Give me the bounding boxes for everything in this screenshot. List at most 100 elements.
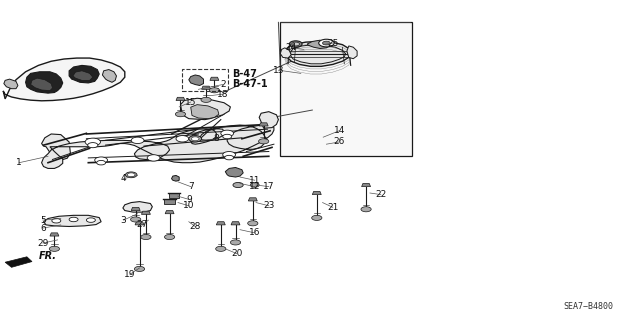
Polygon shape — [42, 134, 70, 160]
Polygon shape — [347, 46, 357, 59]
Circle shape — [221, 130, 234, 137]
Circle shape — [176, 136, 189, 142]
Text: 22: 22 — [375, 190, 387, 199]
Circle shape — [319, 39, 334, 47]
Polygon shape — [216, 222, 225, 225]
Polygon shape — [180, 98, 230, 120]
Text: 28: 28 — [189, 222, 201, 231]
Text: 14: 14 — [333, 126, 345, 135]
Circle shape — [323, 41, 330, 45]
Text: 13: 13 — [273, 66, 284, 75]
Text: 27: 27 — [136, 220, 148, 229]
Polygon shape — [248, 198, 257, 201]
Circle shape — [216, 246, 226, 251]
Text: 29: 29 — [37, 239, 49, 248]
Polygon shape — [259, 123, 268, 126]
Circle shape — [201, 97, 211, 102]
Polygon shape — [312, 191, 321, 195]
Polygon shape — [225, 167, 243, 177]
Circle shape — [292, 42, 300, 46]
Circle shape — [209, 88, 220, 93]
Text: 16: 16 — [249, 228, 260, 237]
Polygon shape — [26, 72, 63, 93]
Polygon shape — [202, 86, 211, 89]
Circle shape — [134, 266, 145, 271]
Circle shape — [69, 217, 78, 222]
Circle shape — [289, 41, 302, 47]
Polygon shape — [50, 233, 59, 236]
Polygon shape — [307, 40, 330, 48]
Bar — [182, 69, 228, 91]
Circle shape — [95, 157, 108, 163]
Polygon shape — [69, 65, 99, 83]
Circle shape — [189, 136, 202, 142]
Polygon shape — [280, 48, 291, 58]
Circle shape — [52, 219, 61, 223]
Polygon shape — [3, 58, 125, 101]
Circle shape — [225, 155, 234, 160]
Polygon shape — [165, 211, 174, 214]
Circle shape — [361, 207, 371, 212]
Text: 3: 3 — [121, 216, 126, 225]
Text: 21: 21 — [327, 203, 339, 212]
Text: 18: 18 — [217, 90, 228, 99]
Polygon shape — [362, 183, 371, 187]
Text: 25: 25 — [327, 39, 339, 48]
Text: 1: 1 — [17, 158, 22, 167]
Text: 6: 6 — [40, 224, 45, 233]
Text: 24: 24 — [285, 43, 297, 52]
Circle shape — [248, 221, 258, 226]
Polygon shape — [42, 125, 274, 168]
Circle shape — [175, 112, 186, 117]
Bar — [280, 22, 412, 156]
Polygon shape — [210, 77, 219, 80]
Polygon shape — [172, 175, 179, 181]
Circle shape — [259, 139, 269, 144]
Polygon shape — [191, 105, 219, 119]
Circle shape — [88, 143, 98, 148]
Polygon shape — [141, 211, 150, 214]
Polygon shape — [5, 257, 32, 267]
Circle shape — [233, 182, 243, 188]
Circle shape — [141, 234, 151, 240]
Text: 7: 7 — [188, 182, 193, 191]
Polygon shape — [44, 215, 101, 226]
Circle shape — [230, 240, 241, 245]
Text: B-47: B-47 — [232, 69, 257, 79]
Text: 8: 8 — [214, 134, 219, 143]
Circle shape — [191, 137, 199, 141]
Text: 5: 5 — [40, 216, 45, 225]
Polygon shape — [135, 222, 144, 225]
Polygon shape — [169, 193, 179, 198]
Polygon shape — [73, 71, 93, 80]
Polygon shape — [31, 78, 52, 91]
Text: 23: 23 — [263, 201, 275, 210]
Text: 2: 2 — [220, 80, 225, 89]
Polygon shape — [164, 199, 175, 204]
Text: FR.: FR. — [38, 251, 56, 262]
Text: 12: 12 — [249, 182, 260, 191]
Polygon shape — [131, 207, 140, 211]
Text: 19: 19 — [124, 270, 136, 279]
Circle shape — [86, 218, 95, 222]
Circle shape — [147, 155, 160, 161]
Circle shape — [125, 172, 137, 178]
Polygon shape — [176, 97, 185, 100]
Text: 9: 9 — [186, 195, 191, 204]
Circle shape — [223, 152, 236, 158]
Text: B-47-1: B-47-1 — [232, 79, 268, 89]
Circle shape — [49, 246, 60, 251]
Polygon shape — [259, 112, 278, 128]
Circle shape — [250, 183, 259, 187]
Text: 20: 20 — [231, 249, 243, 258]
Circle shape — [223, 134, 232, 139]
Text: 17: 17 — [263, 182, 275, 191]
Polygon shape — [4, 79, 18, 89]
Circle shape — [164, 234, 175, 240]
Polygon shape — [231, 222, 240, 225]
Polygon shape — [123, 202, 152, 212]
Circle shape — [131, 137, 144, 144]
Circle shape — [85, 138, 100, 146]
Text: 11: 11 — [249, 176, 260, 185]
Polygon shape — [285, 41, 351, 66]
